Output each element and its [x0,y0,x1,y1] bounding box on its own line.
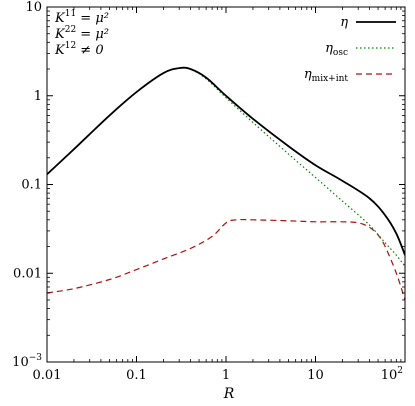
legend: η ηosc ηmix+int [304,15,396,84]
x-tick-label: 0.1 [126,368,147,383]
series-line-osc [47,67,405,267]
annotation-line: K12 ≠ 0 [54,41,104,58]
annotation-line: K22 = μ² [54,25,109,42]
series-line-mixint [47,218,405,301]
legend-entry-mixint: ηmix+int [304,67,396,84]
y-tick-label: 10−3 [12,353,42,370]
plot-area [47,66,405,301]
x-tick-label: 102 [381,366,403,383]
y-tick-label: 1 [34,89,42,104]
legend-entry-osc: ηosc [325,41,396,58]
y-tick-label: 10 [25,0,42,15]
annotation-line: K11 = μ² [54,9,109,26]
y-tick-label: 0.01 [13,266,42,281]
plot-frame [46,6,406,363]
x-axis-label: R [223,386,235,402]
legend-label: η [340,15,348,30]
legend-label: ηmix+int [304,67,349,84]
x-tick-label: 10 [307,368,324,383]
y-tick-label: 0.1 [21,178,42,193]
x-tick-label: 0.01 [33,368,62,383]
legend-entry-eta: η [340,15,396,30]
legend-label: ηosc [325,41,348,58]
x-tick-label: 1 [222,368,230,383]
series-line-eta [47,66,405,256]
